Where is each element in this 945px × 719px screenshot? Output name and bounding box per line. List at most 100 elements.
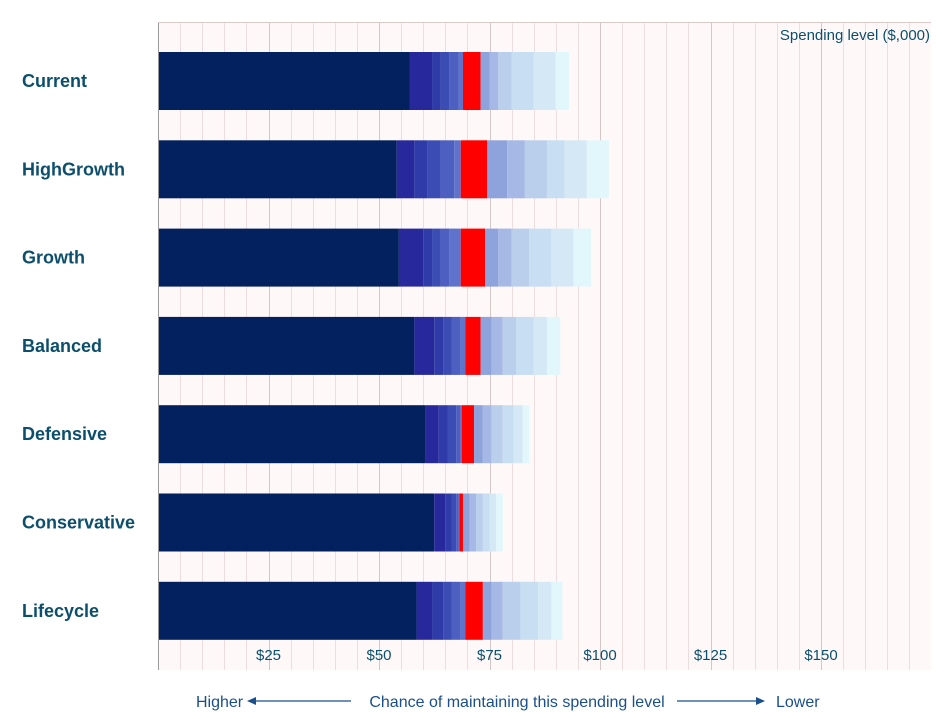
bar-segment-defensive-9 bbox=[482, 405, 492, 464]
bar-segment-defensive-6 bbox=[460, 405, 462, 464]
bar-segment-defensive-1 bbox=[158, 405, 426, 464]
bar-segment-defensive-5 bbox=[456, 405, 461, 464]
bar-segment-growth-4 bbox=[432, 228, 441, 287]
bar-segment-lifecycle-8 bbox=[482, 581, 492, 640]
bar-segment-conservative-1 bbox=[158, 493, 435, 552]
bar-segment-balanced-2 bbox=[414, 316, 435, 375]
bar-segment-balanced-8 bbox=[480, 316, 492, 375]
x-tick-label-50: $50 bbox=[366, 647, 391, 664]
bar-segment-conservative-13 bbox=[496, 493, 503, 552]
bar-segment-balanced-11 bbox=[516, 316, 534, 375]
bar-segment-highgrowth-9 bbox=[507, 140, 525, 199]
bar-segment-highgrowth-5 bbox=[440, 140, 455, 199]
bar-segment-conservative-8 bbox=[462, 493, 470, 552]
bar-segment-growth-8 bbox=[485, 228, 499, 287]
bar-segment-lifecycle-2 bbox=[416, 581, 433, 640]
bar-segment-growth-11 bbox=[529, 228, 552, 287]
bar-segment-current-9 bbox=[489, 52, 499, 110]
bar-segment-growth-13 bbox=[573, 228, 592, 287]
bar-segment-defensive-7 bbox=[461, 405, 475, 464]
x-tick-labels: $25 $50 $75 $100 $125 $150 bbox=[256, 647, 838, 664]
x-tick-label-100: $100 bbox=[583, 647, 616, 664]
bar-segment-balanced-9 bbox=[491, 316, 503, 375]
bars bbox=[158, 52, 609, 640]
bar-segment-highgrowth-4 bbox=[427, 140, 441, 199]
bar-segment-current-12 bbox=[533, 52, 556, 110]
bar-segment-current-5 bbox=[449, 52, 459, 110]
bar-segment-balanced-13 bbox=[546, 316, 561, 375]
bar-segment-current-11 bbox=[511, 52, 534, 110]
bar-segment-balanced-12 bbox=[533, 316, 547, 375]
bar-segment-balanced-10 bbox=[502, 316, 517, 375]
arrow-left-head bbox=[247, 697, 256, 705]
bar-segment-current-13 bbox=[555, 52, 570, 110]
bar-segment-lifecycle-4 bbox=[443, 581, 452, 640]
bar-segment-highgrowth-8 bbox=[487, 140, 508, 199]
bar-segment-conservative-6 bbox=[458, 493, 460, 552]
bar-segment-balanced-4 bbox=[443, 316, 452, 375]
x-tick-label-75: $75 bbox=[477, 647, 502, 664]
bar-segment-growth-5 bbox=[440, 228, 450, 287]
bar-segment-highgrowth-11 bbox=[546, 140, 565, 199]
bar-segment-lifecycle-3 bbox=[432, 581, 444, 640]
bar-segment-conservative-5 bbox=[456, 493, 459, 552]
bar-segment-growth-7 bbox=[460, 228, 486, 287]
bar-segment-conservative-4 bbox=[451, 493, 457, 552]
bar-segment-current-10 bbox=[498, 52, 512, 110]
bar-segment-lifecycle-10 bbox=[502, 581, 521, 640]
bar-segment-balanced-6 bbox=[460, 316, 466, 375]
bar-segment-conservative-10 bbox=[476, 493, 483, 552]
bar-segment-current-7 bbox=[462, 52, 481, 110]
bar-segment-balanced-1 bbox=[158, 316, 415, 375]
bar-segment-defensive-2 bbox=[425, 405, 439, 464]
arrow-right-head bbox=[756, 697, 765, 705]
bar-segment-highgrowth-3 bbox=[414, 140, 428, 199]
bar-segment-current-2 bbox=[409, 52, 433, 110]
bar-segment-current-4 bbox=[440, 52, 450, 110]
bar-segment-conservative-3 bbox=[445, 493, 452, 552]
bar-segment-highgrowth-7 bbox=[460, 140, 488, 199]
x-tick-label-150: $150 bbox=[804, 647, 837, 664]
bar-segment-current-8 bbox=[480, 52, 490, 110]
bar-segment-lifecycle-5 bbox=[451, 581, 461, 640]
bar-segment-growth-6 bbox=[449, 228, 461, 287]
category-label-lifecycle: Lifecycle bbox=[22, 601, 99, 621]
category-labels: Current HighGrowth Growth Balanced Defensive… bbox=[22, 71, 135, 621]
bar-segment-growth-2 bbox=[398, 228, 424, 287]
bar-segment-lifecycle-6 bbox=[460, 581, 466, 640]
bar-segment-conservative-2 bbox=[434, 493, 446, 552]
bar-segment-defensive-10 bbox=[491, 405, 503, 464]
bar-segment-current-6 bbox=[458, 52, 463, 110]
bar-segment-conservative-12 bbox=[489, 493, 497, 552]
bar-segment-defensive-4 bbox=[447, 405, 457, 464]
bar-segment-lifecycle-7 bbox=[465, 581, 483, 640]
bar-segment-conservative-11 bbox=[482, 493, 490, 552]
bar-segment-highgrowth-2 bbox=[396, 140, 415, 199]
bar-segment-current-3 bbox=[432, 52, 441, 110]
footer-center-label: Chance of maintaining this spending leve… bbox=[369, 694, 664, 711]
bar-segment-lifecycle-12 bbox=[538, 581, 552, 640]
category-label-defensive: Defensive bbox=[22, 424, 107, 444]
footer-annotation: Higher Chance of maintaining this spendi… bbox=[196, 694, 820, 711]
x-axis-title: Spending level ($,000) bbox=[780, 27, 930, 44]
x-tick-label-25: $25 bbox=[256, 647, 281, 664]
bar-segment-defensive-3 bbox=[438, 405, 448, 464]
category-label-growth: Growth bbox=[22, 248, 85, 268]
bar-segment-growth-3 bbox=[423, 228, 433, 287]
category-label-current: Current bbox=[22, 71, 87, 91]
bar-segment-defensive-13 bbox=[522, 405, 530, 464]
bar-segment-defensive-12 bbox=[513, 405, 523, 464]
bar-segment-lifecycle-11 bbox=[520, 581, 539, 640]
bar-segment-growth-9 bbox=[498, 228, 512, 287]
x-tick-label-125: $125 bbox=[694, 647, 727, 664]
category-label-conservative: Conservative bbox=[22, 513, 135, 533]
footer-lower-label: Lower bbox=[776, 694, 820, 711]
bar-segment-highgrowth-12 bbox=[564, 140, 587, 199]
bar-segment-balanced-7 bbox=[465, 316, 481, 375]
bar-segment-conservative-7 bbox=[459, 493, 463, 552]
bar-segment-defensive-11 bbox=[502, 405, 514, 464]
bar-segment-highgrowth-6 bbox=[454, 140, 461, 199]
bar-segment-balanced-5 bbox=[451, 316, 461, 375]
category-label-balanced: Balanced bbox=[22, 336, 102, 356]
bar-segment-highgrowth-10 bbox=[524, 140, 547, 199]
